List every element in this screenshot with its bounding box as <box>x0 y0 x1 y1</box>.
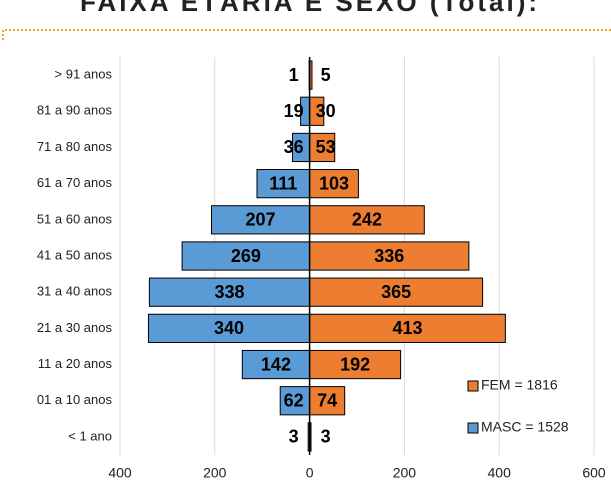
x-tick-label: 200 <box>393 465 417 481</box>
data-label: 19 <box>284 101 304 121</box>
title-underline <box>2 29 611 40</box>
legend-swatch <box>467 422 479 434</box>
bar <box>181 241 311 271</box>
data-label: 3 <box>321 427 331 447</box>
bar <box>147 313 311 343</box>
x-tick-label: 600 <box>582 465 606 481</box>
x-tick-label: 0 <box>306 465 314 481</box>
y-tick-label: 51 a 60 anos <box>37 211 113 226</box>
legend-label: FEM = 1816 <box>481 377 558 393</box>
y-tick-label: 81 a 90 anos <box>37 103 113 118</box>
y-tick-label: 61 a 70 anos <box>37 175 113 190</box>
bar <box>309 313 506 343</box>
y-tick-label: < 1 ano <box>68 428 112 443</box>
y-tick-label: 41 a 50 anos <box>37 247 113 262</box>
data-label: 340 <box>214 318 244 338</box>
data-label: 242 <box>352 210 382 230</box>
x-tick-label: 200 <box>203 465 227 481</box>
data-label: 62 <box>284 390 304 410</box>
data-label: 207 <box>246 210 276 230</box>
chart-title: FAIXA ETÁRIA E SEXO (Total): <box>80 0 540 17</box>
data-label: 3 <box>289 427 299 447</box>
bar <box>148 277 311 307</box>
bar <box>309 241 470 271</box>
data-label: 142 <box>261 354 291 374</box>
y-tick-label: 11 a 20 anos <box>38 356 113 371</box>
y-tick-label: 71 a 80 anos <box>37 139 113 154</box>
data-label: 192 <box>340 354 370 374</box>
data-label: 74 <box>317 390 337 410</box>
y-tick-label: 21 a 30 anos <box>37 320 113 335</box>
y-tick-label: 01 a 10 anos <box>37 392 113 407</box>
data-label: 336 <box>374 246 404 266</box>
bar <box>309 277 484 307</box>
bar <box>256 169 311 199</box>
y-tick-label: 31 a 40 anos <box>37 284 113 299</box>
data-label: 30 <box>316 101 336 121</box>
data-label: 338 <box>214 282 244 302</box>
data-label: 53 <box>316 137 336 157</box>
bar <box>241 349 311 380</box>
x-tick-label: 400 <box>488 465 512 481</box>
data-label: 103 <box>319 173 349 193</box>
data-label: 111 <box>269 173 297 193</box>
data-label: 5 <box>321 65 331 85</box>
bar <box>309 205 425 235</box>
bar <box>309 386 346 416</box>
data-label: 1 <box>289 65 299 85</box>
bar <box>309 349 402 380</box>
data-label: 269 <box>231 246 261 266</box>
bar <box>210 205 311 235</box>
y-tick-label: > 91 anos <box>55 67 113 82</box>
data-label: 36 <box>284 137 304 157</box>
legend-label: MASC = 1528 <box>481 419 569 435</box>
bar <box>279 386 311 416</box>
x-tick-label: 400 <box>108 465 132 481</box>
data-label: 365 <box>381 282 411 302</box>
legend-swatch <box>467 380 479 392</box>
data-label: 413 <box>392 318 422 338</box>
